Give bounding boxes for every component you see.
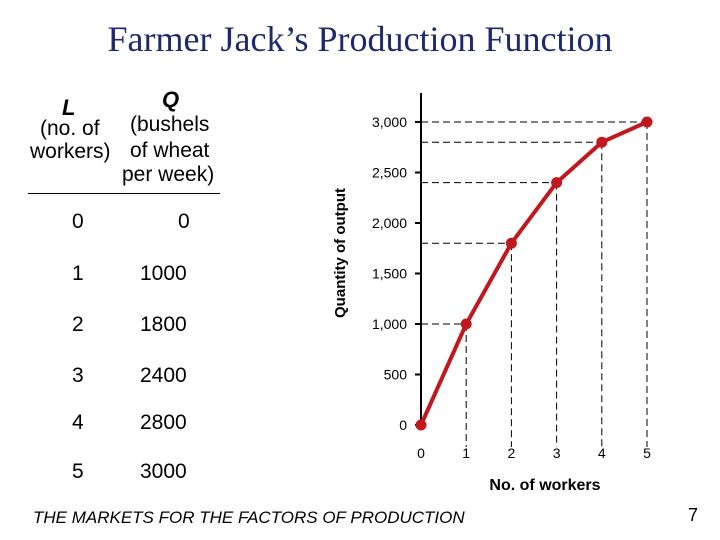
- y-tick-label: 2,000: [372, 215, 407, 231]
- x-tick-label: 0: [417, 445, 425, 461]
- data-point: [460, 318, 472, 330]
- y-tick-label: 1,000: [372, 316, 407, 332]
- table-cell-l: 3: [72, 364, 84, 387]
- data-point: [505, 237, 517, 249]
- table-cell-q: 0: [178, 210, 190, 233]
- x-tick-label: 1: [462, 445, 470, 461]
- x-axis-title: No. of workers: [489, 477, 600, 494]
- table-cell-q: 3000: [140, 460, 187, 483]
- x-tick-label: 5: [643, 445, 651, 461]
- table-cell-l: 2: [72, 313, 84, 336]
- table-cell-l: 4: [72, 411, 84, 434]
- data-point: [596, 136, 608, 148]
- table-cell-l: 5: [72, 460, 84, 483]
- table-cell-l: 0: [72, 210, 84, 233]
- table-cell-q: 2800: [140, 411, 187, 434]
- table-cell-q: 2400: [140, 364, 187, 387]
- y-tick-label: 3,000: [372, 114, 407, 130]
- column-q-desc-line2: of wheat: [130, 139, 210, 162]
- slide-title: Farmer Jack’s Production Function: [107, 19, 613, 59]
- data-point: [415, 419, 427, 431]
- column-q-symbol: Q: [162, 87, 180, 112]
- column-l-desc-line2: workers): [30, 140, 111, 163]
- column-l-symbol: L: [62, 95, 76, 120]
- x-tick-label: 4: [598, 445, 606, 461]
- footer-text: THE MARKETS FOR THE FACTORS OF PRODUCTIO…: [33, 508, 465, 527]
- y-tick-label: 2,500: [372, 165, 407, 181]
- y-tick-label: 1,500: [372, 266, 407, 282]
- data-point: [551, 177, 563, 189]
- y-tick-label: 0: [399, 417, 407, 433]
- table-cell-q: 1000: [140, 262, 187, 285]
- data-point: [641, 116, 653, 128]
- x-tick-label: 2: [508, 445, 516, 461]
- column-q-desc-line1: (bushels: [130, 113, 210, 136]
- y-axis-title: Quantity of output: [332, 188, 349, 318]
- column-l-desc-line1: (no. of: [40, 117, 100, 140]
- slide-number: 7: [688, 505, 699, 525]
- table-cell-l: 1: [72, 262, 84, 285]
- table-header-rule: [28, 193, 220, 194]
- table-cell-q: 1800: [140, 313, 187, 336]
- y-tick-label: 500: [384, 367, 408, 383]
- column-q-desc-line3: per week): [122, 163, 215, 186]
- production-curve-line: [419, 120, 648, 426]
- x-tick-label: 3: [553, 445, 561, 461]
